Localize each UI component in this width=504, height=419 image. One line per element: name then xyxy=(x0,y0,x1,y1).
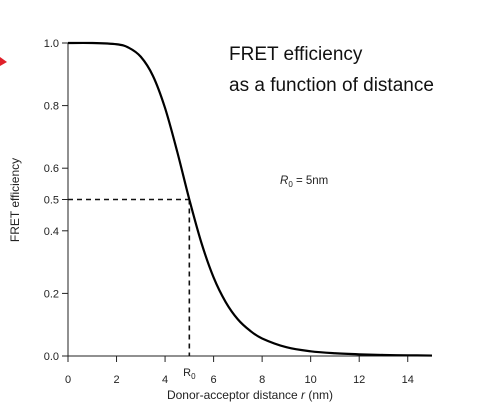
x-tick-label: 14 xyxy=(402,374,414,386)
y-tick-label: 0.2 xyxy=(44,288,59,300)
r0-axis-label: R0 xyxy=(183,367,196,381)
red-arrow-marker xyxy=(0,57,7,66)
x-ticks-group: 0 2 4 6 8 10 12 14 xyxy=(65,356,414,386)
x-tick-label: 8 xyxy=(259,374,265,386)
y-ticks-group: 0.0 0.2 0.4 0.5 0.6 0.8 1.0 xyxy=(44,38,68,363)
x-tick-label: 10 xyxy=(305,374,317,386)
y-axis-title: FRET efficiency xyxy=(8,158,22,242)
chart-title-line1: FRET efficiency xyxy=(229,44,363,65)
x-tick-label: 2 xyxy=(113,374,119,386)
r0-annotation: R0 = 5nm xyxy=(280,175,328,189)
y-tick-label: 0.8 xyxy=(44,101,59,113)
x-tick-label: 12 xyxy=(353,374,365,386)
y-tick-label: 0.6 xyxy=(44,163,59,175)
x-axis-title: Donor-acceptor distance r (nm) xyxy=(167,388,333,402)
y-tick-label: 1.0 xyxy=(44,38,59,50)
y-tick-label: 0.5 xyxy=(44,195,59,207)
fret-efficiency-curve xyxy=(67,41,433,357)
x-tick-label: 6 xyxy=(211,374,217,386)
x-tick-label: 4 xyxy=(162,374,168,386)
chart-title-line2: as a function of distance xyxy=(229,75,434,96)
y-tick-label: 0.4 xyxy=(44,226,59,238)
y-tick-label: 0.0 xyxy=(44,351,59,363)
x-tick-label: 0 xyxy=(65,374,71,386)
